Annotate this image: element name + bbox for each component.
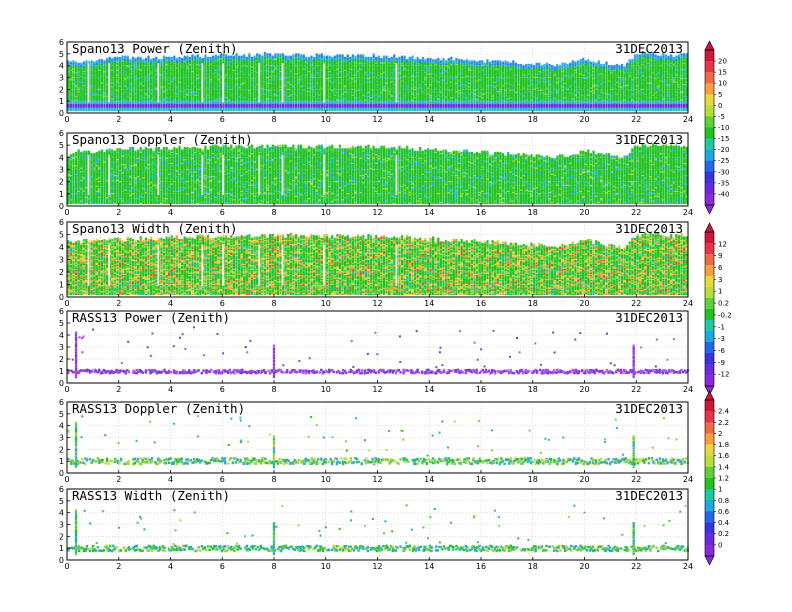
data-cell — [287, 56, 289, 58]
data-cell — [142, 59, 144, 61]
data-cell — [70, 62, 72, 64]
data-cell — [72, 60, 74, 62]
data-cell — [243, 54, 245, 56]
data-cell — [134, 58, 136, 60]
data-cell — [145, 58, 147, 60]
data-cell — [178, 57, 180, 59]
data-cell — [158, 59, 160, 61]
data-cell — [285, 56, 287, 58]
data-cell — [109, 57, 111, 59]
data-cell — [290, 56, 292, 58]
data-cell — [80, 63, 82, 65]
data-cell — [103, 60, 105, 62]
data-cell — [155, 57, 157, 59]
data-cell — [199, 57, 201, 59]
data-cell — [246, 57, 248, 59]
data-cell — [98, 59, 100, 61]
data-cell — [90, 60, 92, 62]
data-cell — [119, 57, 121, 59]
data-cell — [238, 56, 240, 58]
data-cell — [132, 57, 134, 59]
data-cell — [96, 60, 98, 62]
data-cell — [93, 62, 95, 64]
data-cell — [67, 60, 69, 62]
data-cell — [181, 58, 183, 60]
data-cell — [272, 56, 274, 58]
data-cell — [75, 62, 77, 64]
data-cell — [251, 57, 253, 59]
data-cell — [114, 57, 116, 59]
data-cell — [160, 59, 162, 61]
data-cell — [116, 57, 118, 59]
data-cell — [259, 54, 261, 56]
data-cell — [207, 57, 209, 59]
data-cell — [83, 62, 85, 64]
data-cell — [168, 57, 170, 59]
data-cell — [171, 57, 173, 59]
data-cell — [269, 53, 271, 55]
data-cell — [166, 57, 168, 59]
data-cell — [140, 57, 142, 59]
data-cell — [85, 60, 87, 62]
data-cell — [106, 58, 108, 60]
data-cell — [189, 57, 191, 59]
data-cell — [202, 58, 204, 60]
data-cell — [261, 56, 263, 58]
data-cell — [101, 59, 103, 61]
data-cell — [150, 59, 152, 61]
data-cell — [137, 57, 139, 59]
data-cell — [292, 54, 294, 56]
data-cell — [129, 59, 131, 61]
data-cell — [153, 58, 155, 60]
data-cell — [78, 63, 80, 65]
data-cell — [210, 57, 212, 59]
data-cell — [176, 58, 178, 60]
data-cell — [111, 58, 113, 60]
data-cell — [241, 56, 243, 58]
data-cell — [253, 56, 255, 58]
